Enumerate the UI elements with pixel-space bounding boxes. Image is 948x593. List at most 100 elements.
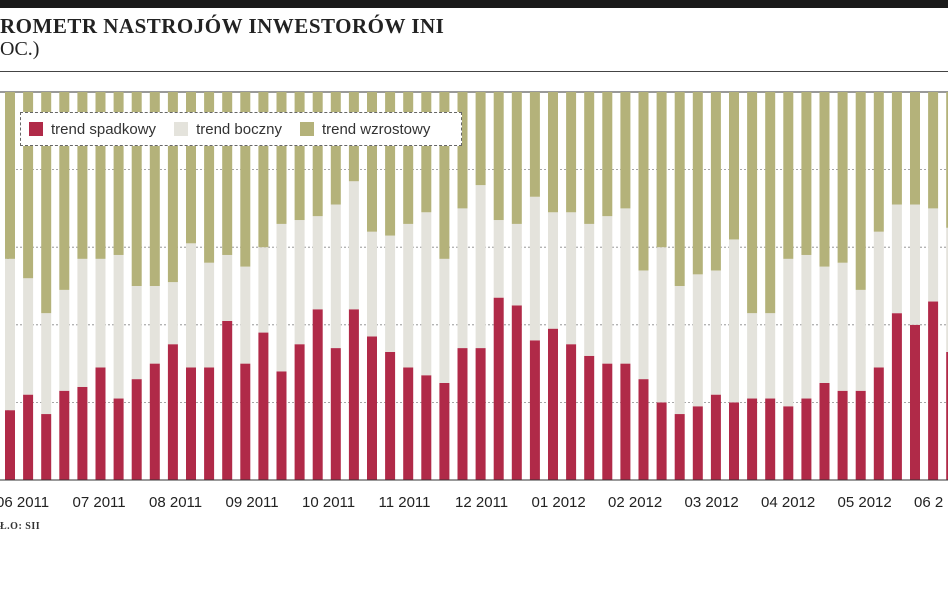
- bar-segment-wzrostowy: [5, 92, 15, 259]
- bar-segment-spadkowy: [294, 344, 305, 480]
- bar-segment-boczny: [891, 204, 902, 314]
- bar-segment-boczny: [131, 286, 142, 380]
- bar-segment-spadkowy: [439, 383, 450, 480]
- bar-segment-spadkowy: [837, 390, 848, 480]
- x-tick-label: 03 2012: [685, 494, 739, 511]
- bar-segment-spadkowy: [747, 398, 758, 480]
- bar-segment-spadkowy: [475, 348, 486, 480]
- bar-segment-boczny: [765, 313, 776, 399]
- bar-segment-spadkowy: [348, 309, 359, 480]
- bar-segment-boczny: [113, 254, 124, 399]
- bar-segment-spadkowy: [95, 367, 106, 480]
- bar-segment-wzrostowy: [41, 92, 52, 314]
- bar-segment-wzrostowy: [566, 92, 577, 213]
- bar-segment-spadkowy: [186, 367, 196, 480]
- bar-segment-wzrostowy: [493, 92, 504, 221]
- bar-segment-wzrostowy: [765, 92, 776, 314]
- bar-segment-boczny: [910, 204, 920, 325]
- bar-segment-spadkowy: [710, 394, 721, 480]
- bar-segment-wzrostowy: [186, 92, 196, 244]
- bar-segment-wzrostowy: [511, 92, 522, 224]
- bar-segment-wzrostowy: [439, 92, 450, 259]
- bar-segment-spadkowy: [367, 336, 377, 480]
- bar-segment-spadkowy: [421, 375, 432, 480]
- bar-segment-spadkowy: [511, 305, 522, 480]
- bar-segment-wzrostowy: [910, 92, 920, 205]
- bar-segment-boczny: [855, 289, 866, 391]
- bar-segment-wzrostowy: [891, 92, 902, 205]
- legend-item-spadkowy: trend spadkowy: [29, 121, 156, 138]
- bar-segment-wzrostowy: [783, 92, 794, 259]
- bar-segment-spadkowy: [457, 348, 468, 480]
- bar-segment-wzrostowy: [59, 92, 70, 290]
- bar-segment-spadkowy: [113, 398, 124, 480]
- bar-segment-wzrostowy: [548, 92, 558, 213]
- bar-segment-boczny: [747, 313, 758, 399]
- bar-segment-spadkowy: [167, 344, 178, 480]
- x-tick-label: 12 2011: [455, 494, 508, 511]
- legend-swatch-wzrostowy: [299, 122, 314, 136]
- bar-segment-spadkowy: [765, 398, 776, 480]
- x-tick-label: 02 2012: [608, 494, 662, 511]
- x-tick-label: 08 2011: [149, 494, 202, 511]
- bar-segment-spadkowy: [674, 414, 685, 480]
- bar-segment-wzrostowy: [385, 92, 396, 236]
- bar-segment-wzrostowy: [710, 92, 721, 271]
- bar-segment-boczny: [95, 258, 106, 368]
- x-tick-label: 11 2011: [379, 494, 431, 511]
- bar-segment-spadkowy: [222, 320, 233, 480]
- bar-segment-boczny: [674, 286, 685, 415]
- bar-segment-spadkowy: [403, 367, 414, 480]
- top-bar: [0, 0, 948, 8]
- bar-segment-boczny: [457, 208, 468, 349]
- bar-segment-spadkowy: [584, 355, 595, 480]
- bar-segment-wzrostowy: [77, 92, 88, 259]
- bar-segment-boczny: [602, 216, 613, 364]
- chart-legend: trend spadkowy trend boczny trend wzrost…: [20, 112, 462, 146]
- bar-segment-wzrostowy: [204, 92, 215, 263]
- bar-segment-spadkowy: [385, 351, 396, 480]
- bar-segment-boczny: [783, 258, 794, 407]
- bar-segment-wzrostowy: [258, 92, 269, 248]
- bar-segment-wzrostowy: [855, 92, 866, 290]
- bar-segment-wzrostowy: [729, 92, 739, 240]
- bar-segment-boczny: [240, 266, 251, 364]
- bar-segment-spadkowy: [59, 390, 70, 480]
- x-tick-label: 05 2012: [838, 494, 892, 511]
- bar-segment-spadkowy: [240, 363, 251, 480]
- x-tick-label: 10 2011: [302, 494, 355, 511]
- chart-subtitle: OC.): [0, 38, 40, 60]
- bar-segment-boczny: [729, 239, 739, 403]
- bar-segment-boczny: [475, 185, 486, 349]
- bar-segment-wzrostowy: [692, 92, 703, 275]
- bar-segment-boczny: [59, 289, 70, 391]
- bar-segment-boczny: [584, 223, 595, 356]
- grid-lines: [8, 169, 948, 403]
- bar-segment-boczny: [439, 258, 450, 383]
- bar-segment-spadkowy: [873, 367, 884, 480]
- bar-segment-wzrostowy: [819, 92, 830, 267]
- bar-segment-wzrostowy: [276, 92, 287, 224]
- bar-segment-boczny: [222, 254, 233, 321]
- chart-title: ROMETR NASTROJÓW INWESTORÓW INI: [0, 14, 445, 38]
- bar-segment-boczny: [258, 247, 269, 333]
- legend-item-wzrostowy: trend wzrostowy: [299, 121, 430, 138]
- bar-segment-wzrostowy: [584, 92, 595, 224]
- bar-segment-boczny: [710, 270, 721, 395]
- bar-segment-spadkowy: [946, 351, 948, 480]
- bar-segment-wzrostowy: [23, 92, 34, 279]
- bar-segment-wzrostowy: [167, 92, 178, 283]
- bar-segment-wzrostowy: [312, 92, 323, 217]
- bar-segment-wzrostowy: [529, 92, 540, 197]
- bar-segment-spadkowy: [529, 340, 540, 480]
- bar-segment-spadkowy: [312, 309, 323, 480]
- bar-segment-boczny: [204, 262, 215, 368]
- bar-segment-spadkowy: [819, 383, 830, 480]
- bar-segment-wzrostowy: [294, 92, 305, 221]
- bar-segment-boczny: [548, 212, 558, 329]
- bar-segment-boczny: [294, 220, 305, 345]
- bar-segment-boczny: [638, 270, 649, 380]
- bar-segment-boczny: [692, 274, 703, 407]
- bar-segment-spadkowy: [149, 363, 160, 480]
- bar-segment-spadkowy: [41, 414, 52, 480]
